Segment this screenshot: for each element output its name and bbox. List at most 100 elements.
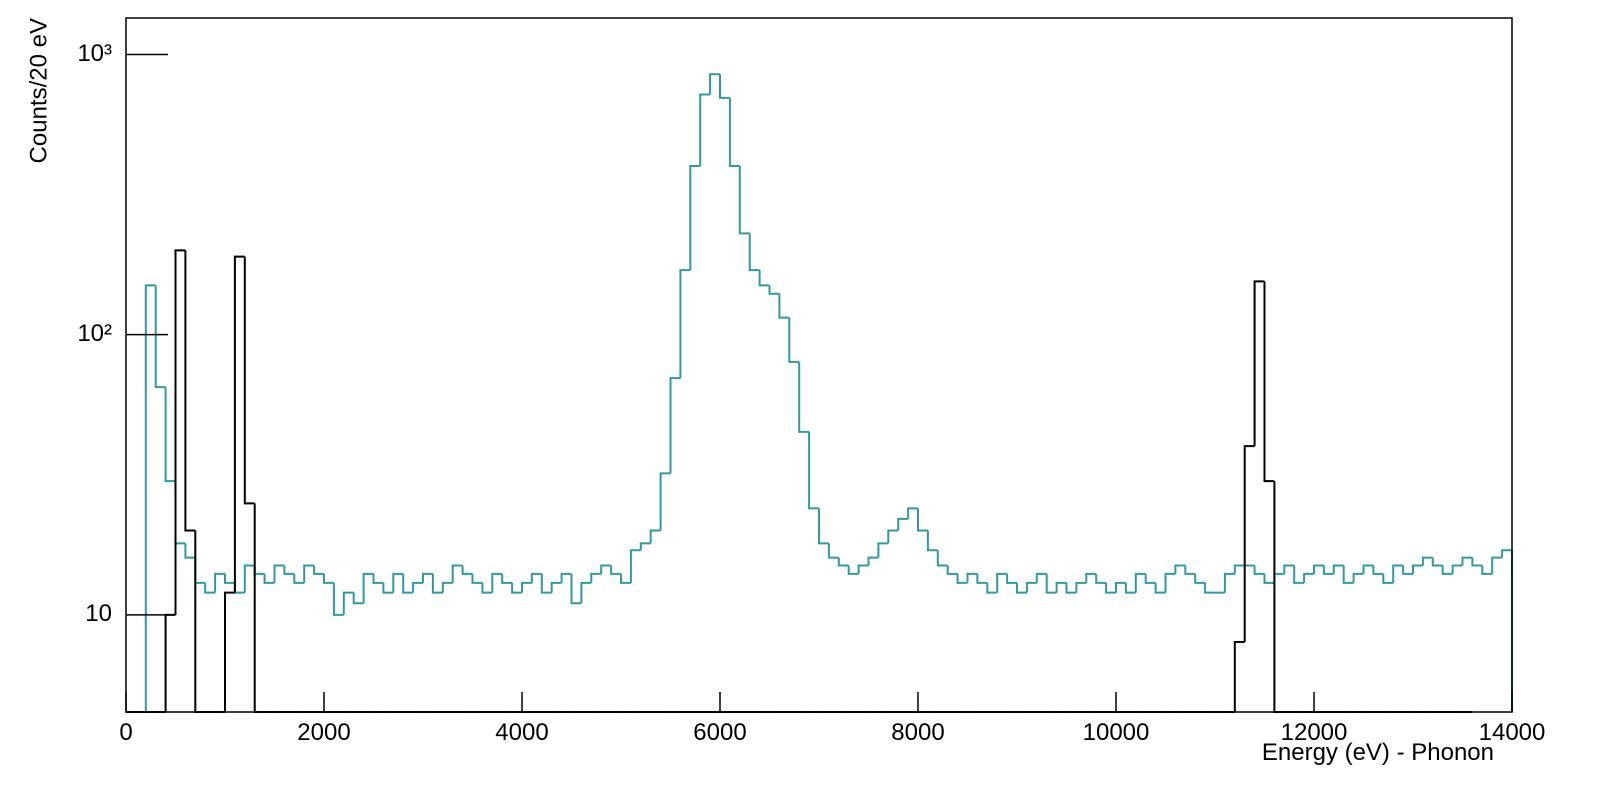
- histogram-bin: [1481, 565, 1493, 575]
- histogram-bin: [1105, 582, 1116, 594]
- histogram-bin: [560, 572, 572, 583]
- histogram-bin: [174, 481, 186, 545]
- y-axis-title: Counts/20 eV: [25, 18, 52, 163]
- histogram-bin: [649, 529, 661, 544]
- histogram-bin: [1016, 582, 1027, 594]
- histogram-bin: [154, 285, 166, 389]
- x-axis-title: Energy (eV) - Phonon: [1262, 739, 1494, 766]
- histogram-bin: [194, 530, 206, 713]
- histogram-bin: [1154, 582, 1166, 594]
- histogram-bin: [966, 572, 978, 583]
- histogram-bin: [1352, 572, 1364, 583]
- x-tick-label: 10000: [1083, 719, 1150, 746]
- histogram-bin: [659, 472, 671, 531]
- histogram-bin: [1174, 564, 1186, 574]
- histogram-bin: [382, 582, 394, 594]
- histogram-bin: [1293, 565, 1305, 584]
- histogram-bin: [1322, 565, 1334, 575]
- histogram-bin: [1233, 640, 1245, 712]
- histogram-bin: [164, 387, 176, 483]
- histogram-bin: [1243, 445, 1255, 642]
- histogram-bin: [798, 361, 810, 433]
- histogram-bin: [451, 564, 463, 583]
- histogram-bin: [243, 256, 255, 505]
- histogram-bin: [946, 565, 958, 575]
- histogram-bin: [679, 269, 691, 379]
- histogram-bin: [877, 542, 889, 558]
- histogram-bin: [837, 557, 849, 567]
- histogram-bin: [818, 508, 829, 545]
- histogram-bin: [323, 573, 334, 584]
- histogram-bin: [1392, 564, 1404, 583]
- x-tick-label: 6000: [693, 719, 746, 746]
- histogram-bin: [1362, 564, 1374, 574]
- histogram-bin: [629, 549, 641, 583]
- histogram-bin: [1372, 565, 1384, 575]
- histogram-bin: [580, 581, 592, 604]
- histogram-bin: [1124, 582, 1136, 594]
- histogram-bin: [1075, 581, 1087, 593]
- histogram-bin: [610, 565, 621, 575]
- histogram-bin: [1233, 564, 1245, 574]
- histogram-bin: [233, 255, 245, 593]
- x-tick-label: 14000: [1479, 719, 1546, 746]
- histogram-bin: [1332, 564, 1344, 574]
- histogram-bin: [293, 573, 305, 584]
- histogram-bin: [709, 73, 720, 95]
- histogram-bin: [1115, 581, 1126, 593]
- histogram-bin: [620, 573, 631, 584]
- histogram-bin: [956, 573, 968, 584]
- histogram-bin: [1273, 481, 1285, 713]
- histogram-bin: [372, 573, 384, 584]
- histogram-bin: [194, 557, 206, 584]
- histogram-bin: [1164, 572, 1176, 593]
- histogram-bin: [1342, 565, 1354, 584]
- histogram-bin: [976, 573, 988, 584]
- x-tick-label: 2000: [297, 719, 350, 746]
- histogram-bin: [184, 543, 196, 559]
- histogram-bin: [778, 293, 790, 319]
- histogram-bin: [441, 581, 453, 593]
- histogram-bin: [1471, 557, 1483, 567]
- histogram-bin: [827, 543, 839, 559]
- histogram-bin: [352, 592, 364, 605]
- histogram-bin: [1382, 573, 1394, 584]
- histogram-bin: [1431, 557, 1443, 567]
- histogram-bin: [233, 582, 245, 594]
- histogram-bin: [313, 565, 324, 575]
- histogram-bin: [897, 517, 909, 531]
- histogram-bin: [847, 565, 859, 575]
- histogram-bin: [926, 530, 938, 552]
- histogram-bin: [1412, 564, 1423, 574]
- histogram-bin: [748, 233, 760, 272]
- histogram-bin: [1313, 564, 1324, 574]
- histogram-bin: [550, 581, 562, 593]
- histogram-bin: [600, 564, 612, 574]
- histogram-bin: [1134, 572, 1146, 593]
- histogram-bin: [936, 550, 948, 567]
- histogram-bin: [887, 529, 899, 544]
- histogram-bin: [540, 573, 552, 594]
- histogram-bin: [1223, 572, 1235, 593]
- histogram-bin: [1263, 573, 1275, 584]
- histogram-bin: [808, 431, 819, 510]
- histogram-bin: [1303, 572, 1314, 583]
- histogram-bin: [1451, 564, 1463, 574]
- histogram-bin: [1461, 556, 1473, 566]
- plot-frame: [125, 17, 1513, 713]
- histogram-bin: [1035, 572, 1047, 583]
- histogram-bin: [1085, 572, 1097, 583]
- histogram-bin: [590, 572, 602, 583]
- histogram-bin: [728, 97, 740, 168]
- histogram-bin: [184, 250, 196, 532]
- histogram-bin: [1253, 565, 1265, 575]
- histogram-bin: [1501, 549, 1512, 558]
- histogram-bin: [1065, 582, 1077, 594]
- histogram-bin: [243, 564, 255, 593]
- histogram-bin: [511, 582, 522, 594]
- histogram-bin: [1402, 565, 1413, 575]
- histogram-bin: [422, 572, 433, 583]
- histogram-bin: [253, 565, 265, 575]
- histogram-bin: [164, 613, 176, 712]
